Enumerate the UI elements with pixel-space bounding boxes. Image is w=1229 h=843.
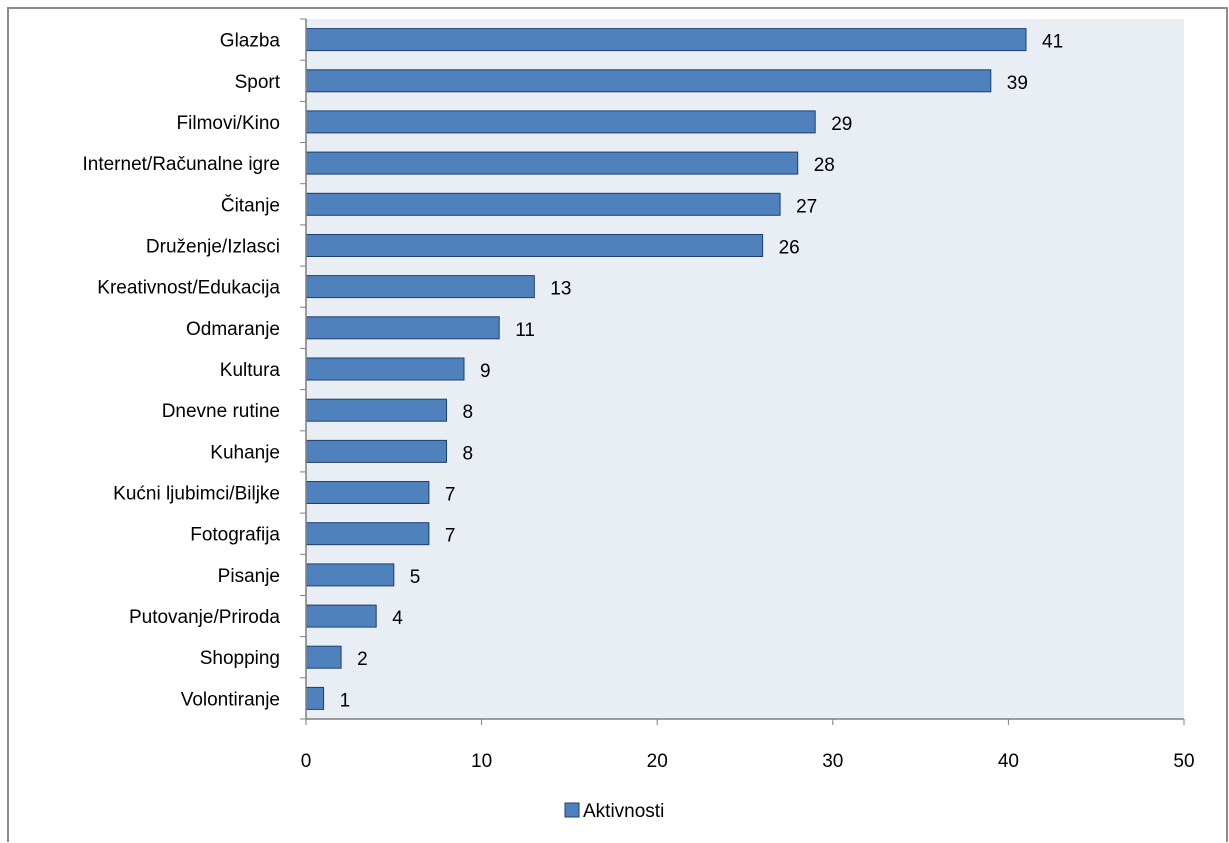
bar <box>305 234 764 257</box>
bar <box>305 439 447 463</box>
legend: Aktivnosti <box>564 801 664 822</box>
x-tick-label: 50 <box>1173 751 1194 772</box>
bar <box>305 481 430 504</box>
x-tick-label: 10 <box>471 751 492 772</box>
data-label: 5 <box>410 567 421 588</box>
data-label: 8 <box>463 443 474 464</box>
data-label: 27 <box>796 196 817 217</box>
x-tick-label: 40 <box>998 751 1019 772</box>
data-label: 8 <box>463 402 474 423</box>
category-label: Internet/Računalne igre <box>82 154 280 175</box>
category-labels: Glazba Sport Filmovi/Kino Internet/Računaln… <box>82 31 280 711</box>
category-label: Druženje/Izlasci <box>146 237 280 258</box>
bar <box>305 522 430 546</box>
bar <box>305 192 781 216</box>
category-label: Filmovi/Kino <box>177 113 280 134</box>
legend-swatch-aktivnosti <box>564 802 580 818</box>
data-label: 39 <box>1007 73 1028 94</box>
category-label: Dnevne rutine <box>162 401 280 422</box>
bar <box>305 563 395 587</box>
category-label: Čitanje <box>221 194 280 216</box>
data-label: 29 <box>831 114 852 135</box>
data-label: 4 <box>392 608 403 629</box>
data-label: 41 <box>1042 32 1063 53</box>
x-tick-label: 0 <box>301 751 312 772</box>
category-label: Kuhanje <box>210 442 280 463</box>
bar <box>305 604 377 628</box>
bar <box>305 151 799 175</box>
axes <box>300 18 1185 725</box>
data-label: 1 <box>340 690 351 711</box>
category-label: Kućni ljubimci/Biljke <box>113 484 280 505</box>
data-label: 11 <box>515 320 535 341</box>
data-label: 2 <box>357 649 368 670</box>
bar <box>305 316 500 340</box>
category-label: Sport <box>235 72 281 93</box>
data-label: 28 <box>814 155 835 176</box>
data-label: 7 <box>445 526 456 547</box>
category-label: Kultura <box>220 360 281 381</box>
bar <box>305 686 325 710</box>
legend-label-aktivnosti: Aktivnosti <box>583 801 664 822</box>
bars-group <box>305 28 1027 710</box>
data-label: 26 <box>779 238 800 259</box>
data-label: 13 <box>550 279 571 300</box>
bar <box>305 645 342 669</box>
category-label: Kreativnost/Edukacija <box>97 278 280 299</box>
category-label: Glazba <box>220 31 281 52</box>
x-tick-label: 30 <box>822 751 843 772</box>
data-label: 7 <box>445 485 456 506</box>
bar <box>305 357 465 381</box>
bar <box>305 69 992 93</box>
bar <box>305 110 816 134</box>
category-label: Volontiranje <box>181 689 280 710</box>
category-label: Pisanje <box>218 566 280 587</box>
bar <box>305 275 535 299</box>
data-label: 9 <box>480 361 491 382</box>
category-label: Odmaranje <box>186 319 280 340</box>
x-tick-labels: 0 10 20 30 40 50 <box>301 751 1195 772</box>
category-label: Shopping <box>200 648 280 669</box>
x-tick-label: 20 <box>647 751 668 772</box>
bar <box>305 28 1027 52</box>
category-label: Putovanje/Priroda <box>129 607 280 628</box>
bar <box>305 398 447 422</box>
category-label: Fotografija <box>190 525 280 546</box>
